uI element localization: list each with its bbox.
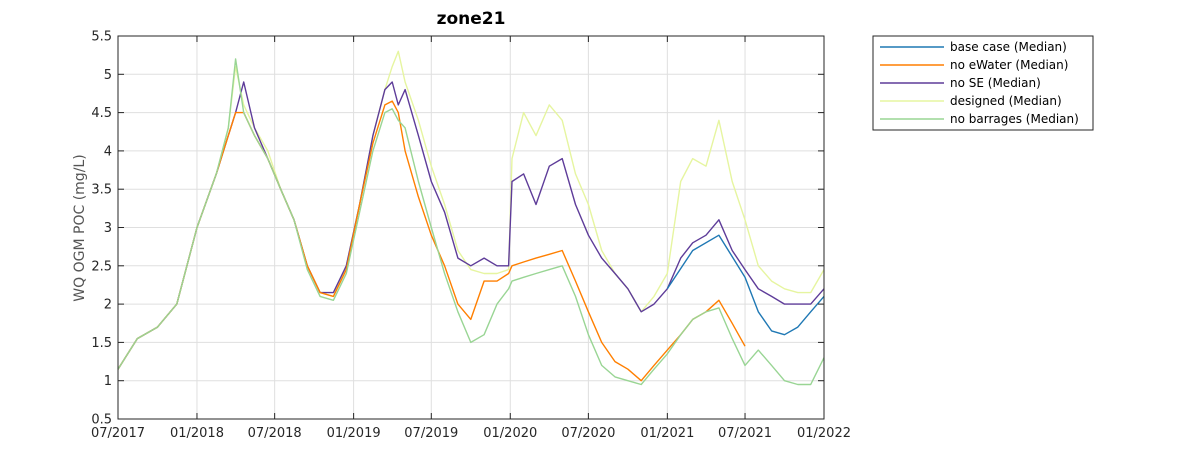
y-tick-label: 4.5 (91, 106, 112, 121)
legend-entry-label: base case (Median) (950, 40, 1067, 54)
legend: base case (Median) no eWater (Median) no S… (872, 35, 1094, 131)
y-tick-label: 5.5 (91, 30, 112, 45)
chart-title: zone21 (437, 9, 506, 29)
legend-entry-label: designed (Median) (950, 94, 1062, 108)
series-line-1 (117, 81, 825, 370)
x-tick-label: 01/2018 (170, 426, 224, 441)
y-tick-label: 3 (104, 221, 112, 236)
series-layer (117, 50, 825, 386)
y-tick-label: 2.5 (91, 259, 112, 274)
x-tick-label: 07/2021 (718, 426, 772, 441)
legend-entry-label: no eWater (Median) (950, 58, 1068, 72)
y-tick-label: 0.5 (91, 413, 112, 428)
x-tick-label: 07/2018 (248, 426, 302, 441)
legend-entry-label: no barrages (Median) (950, 112, 1079, 126)
x-tick-label: 07/2020 (561, 426, 615, 441)
y-tick-label: 3.5 (91, 183, 112, 198)
x-tick-label: 07/2019 (404, 426, 458, 441)
x-tick-label: 01/2021 (640, 426, 694, 441)
x-tick-label: 01/2022 (797, 426, 851, 441)
y-tick-label: 2 (104, 298, 112, 313)
legend-entry-label: no SE (Median) (950, 76, 1041, 90)
series-line-2 (666, 234, 825, 336)
axis-ticks: 07/2017 01/2018 07/2018 01/2019 07/2019 01/20… (91, 30, 851, 442)
x-tick-label: 07/2017 (91, 426, 145, 441)
y-tick-label: 4 (104, 144, 112, 159)
y-tick-label: 5 (104, 68, 112, 83)
y-tick-label: 1.5 (91, 336, 112, 351)
y-tick-label: 1 (104, 374, 112, 389)
y-axis-label: WQ OGM POC (mg/L) (72, 154, 88, 301)
x-tick-label: 01/2020 (483, 426, 537, 441)
x-tick-label: 01/2019 (327, 426, 381, 441)
series-line-4 (117, 58, 825, 386)
